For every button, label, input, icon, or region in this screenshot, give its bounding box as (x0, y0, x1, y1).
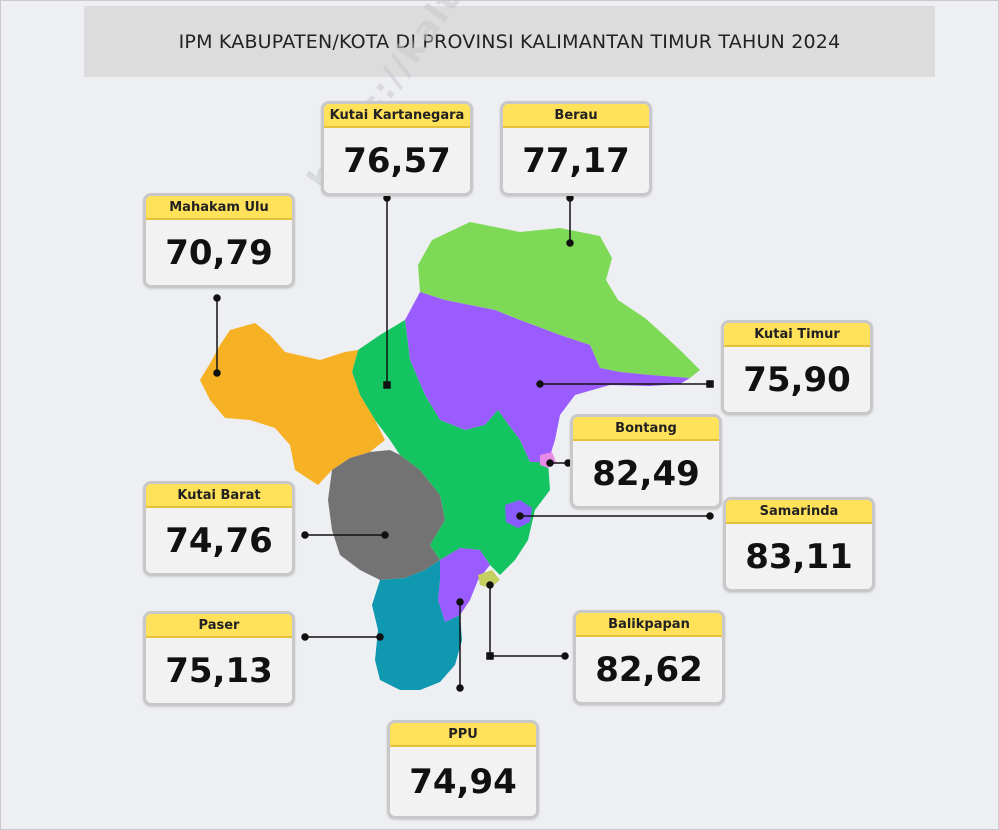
card-ppu: PPU 74,94 (387, 720, 539, 819)
title-bar: IPM KABUPATEN/KOTA DI PROVINSI KALIMANTA… (84, 6, 935, 77)
card-kutai-kartanegara: Kutai Kartanegara 76,57 (321, 101, 473, 196)
card-value: 82,49 (592, 453, 700, 494)
card-value: 74,76 (165, 520, 273, 561)
card-value: 70,79 (165, 232, 273, 273)
card-label: Kutai Barat (146, 484, 292, 508)
card-berau: Berau 77,17 (500, 101, 652, 196)
card-label: Berau (503, 104, 649, 128)
card-label: Bontang (573, 417, 719, 441)
card-samarinda: Samarinda 83,11 (723, 497, 875, 592)
card-value: 75,13 (165, 650, 273, 691)
region-berau[interactable] (418, 222, 700, 378)
region-kutai-kartanegara[interactable] (352, 320, 550, 575)
card-value: 74,94 (409, 761, 517, 802)
card-value: 77,17 (522, 140, 630, 181)
card-label: PPU (390, 723, 536, 747)
card-kutai-barat: Kutai Barat 74,76 (143, 481, 295, 576)
region-paser[interactable] (372, 560, 462, 690)
card-label: Paser (146, 614, 292, 638)
card-label: Samarinda (726, 500, 872, 524)
card-paser: Paser 75,13 (143, 611, 295, 706)
card-mahakam-ulu: Mahakam Ulu 70,79 (143, 193, 295, 288)
card-label: Balikpapan (576, 613, 722, 637)
region-kutai-timur[interactable] (405, 292, 690, 462)
card-value: 76,57 (343, 140, 451, 181)
page-title: IPM KABUPATEN/KOTA DI PROVINSI KALIMANTA… (178, 30, 841, 53)
card-balikpapan: Balikpapan 82,62 (573, 610, 725, 705)
card-value: 82,62 (595, 649, 703, 690)
region-mahakam-ulu[interactable] (200, 323, 385, 485)
card-bontang: Bontang 82,49 (570, 414, 722, 509)
card-label: Mahakam Ulu (146, 196, 292, 220)
region-balikpapan[interactable] (478, 570, 500, 588)
card-label: Kutai Timur (724, 323, 870, 347)
card-value: 83,11 (745, 536, 853, 577)
card-label: Kutai Kartanegara (324, 104, 470, 128)
leader-lines (213, 194, 714, 692)
card-value: 75,90 (743, 359, 851, 400)
card-kutai-timur: Kutai Timur 75,90 (721, 320, 873, 415)
region-ppu[interactable] (438, 548, 490, 622)
region-kutai-barat[interactable] (328, 450, 445, 580)
